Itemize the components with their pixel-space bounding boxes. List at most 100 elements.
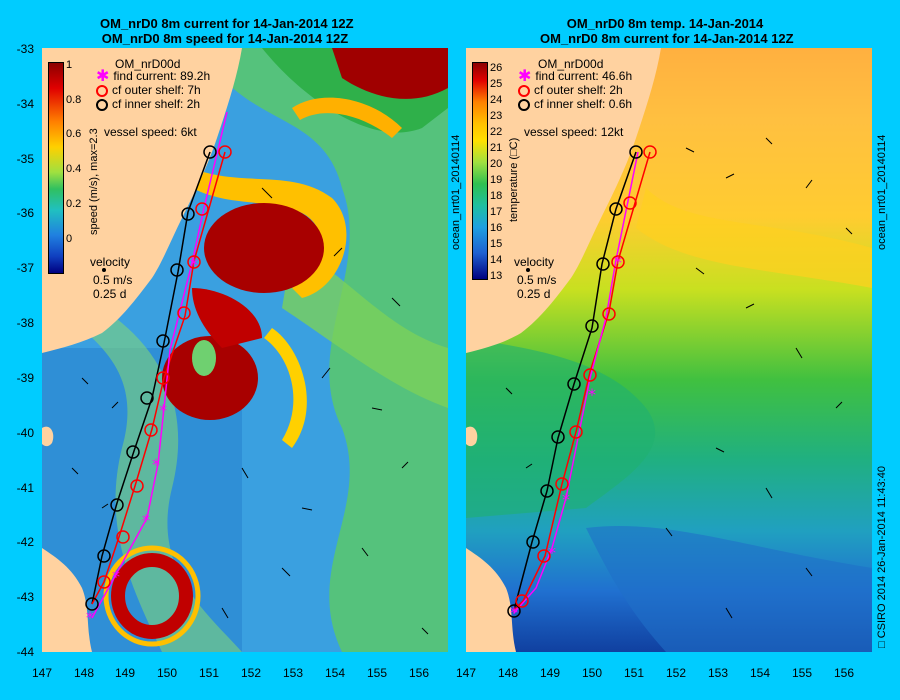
svg-text:*: * [159,401,167,420]
left-title-line1: OM_nrD0 8m current for 14-Jan-2014 12Z [100,16,354,31]
left-velocity-arrows [71,187,429,635]
y-tick-0: -33 [16,42,34,56]
right-cb-tick-2: 24 [490,94,503,106]
right-cb-tick-11: 15 [490,238,503,250]
x-tick-right-6: 153 [707,666,729,680]
left-outer-markers [97,145,232,589]
left-velocity-label: velocity [90,255,131,269]
left-ring-eddy [111,553,193,639]
left-land-mainland [42,48,242,353]
svg-text:*: * [152,455,160,474]
svg-text:*: * [510,603,518,622]
right-cb-tick-7: 19 [490,174,503,186]
left-eddy-1 [204,203,324,293]
x-tick-left-1: 148 [73,666,95,680]
x-tick-left-3: 150 [156,666,178,680]
left-velocity-scale: 0.5 m/s [93,273,133,287]
x-tick-right-4: 151 [623,666,645,680]
svg-text:*: * [614,253,622,272]
right-cb-tick-12: 14 [490,254,503,266]
y-tick-5: -38 [16,316,34,330]
right-cb-tick-9: 17 [490,206,503,218]
y-tick-4: -37 [16,261,34,275]
right-cb-tick-1: 25 [490,78,503,90]
left-cb-tick-5: 0 [66,233,73,245]
right-inner-markers [507,145,643,618]
right-cb-tick-8: 18 [490,190,503,202]
right-legend-outer: cf outer shelf: 2h [518,84,623,97]
right-velocity-label: velocity [514,255,555,269]
left-map-svg: * * * * * * [42,48,448,652]
side-label-right-top: ocean_nrt01_20140114 [876,134,888,250]
x-tick-right-9: 156 [833,666,855,680]
circle-icon [96,98,108,111]
right-velocity-time: 0.25 d [517,287,551,301]
left-cb-tick-0: 1 [66,59,73,71]
right-map-svg: * * * * * [466,48,872,652]
x-tick-right-1: 148 [497,666,519,680]
right-colorbar [472,62,488,280]
right-cb-tick-5: 21 [490,142,503,154]
circle-icon [518,84,530,97]
y-tick-8: -41 [16,481,34,495]
left-eddy-2 [162,336,258,420]
left-legend-inner: cf inner shelf: 2h [96,98,200,111]
x-tick-left-9: 156 [408,666,430,680]
y-tick-6: -39 [16,371,34,385]
x-tick-left-5: 152 [240,666,262,680]
right-outer-markers [515,145,657,608]
left-vessel-speed: vessel speed: 6kt [104,125,197,139]
y-tick-7: -40 [16,426,34,440]
y-tick-10: -43 [16,590,34,604]
x-tick-right-8: 155 [791,666,813,680]
svg-text:*: * [112,567,120,586]
left-cb-tick-2: 0.6 [66,128,82,140]
right-velocity-arrows [505,137,853,619]
x-tick-right-7: 154 [749,666,771,680]
x-tick-left-8: 155 [366,666,388,680]
right-land-mainland [466,48,661,353]
left-model-label: OM_nrD00d [115,57,181,71]
x-tick-left-2: 149 [114,666,136,680]
circle-icon [518,98,530,111]
right-land-tasmania [466,548,516,652]
left-map-panel: * * * * * * [42,48,448,652]
asterisk-icon: ✱ [96,68,110,86]
right-title-line2: OM_nrD0 8m current for 14-Jan-2014 12Z [540,31,794,46]
y-tick-11: -44 [16,645,34,659]
right-velocity-arrow-icon [526,268,530,272]
left-colorbar [48,62,64,274]
right-title: OM_nrD0 8m temp. 14-Jan-2014 OM_nrD0 8m … [540,16,794,46]
right-cb-tick-3: 23 [490,110,503,122]
left-current-band [202,48,448,652]
x-tick-left-4: 151 [198,666,220,680]
left-track-find [91,111,228,619]
circle-icon [96,84,108,97]
y-tick-9: -42 [16,535,34,549]
right-title-line1: OM_nrD0 8m temp. 14-Jan-2014 [566,16,764,31]
svg-text:*: * [190,255,198,274]
left-velocity-arrow-icon [102,268,106,272]
svg-text:*: * [588,385,596,404]
x-tick-left-0: 147 [31,666,53,680]
x-tick-left-7: 154 [324,666,346,680]
right-cb-tick-6: 20 [490,158,503,170]
right-velocity-scale: 0.5 m/s [517,273,557,287]
right-track-inner [513,151,637,611]
left-cb-tick-3: 0.4 [66,163,82,175]
left-title: OM_nrD0 8m current for 14-Jan-2014 12Z O… [100,16,354,46]
right-legend-inner: cf inner shelf: 0.6h [518,98,632,111]
left-legend-outer: cf outer shelf: 7h [96,84,201,97]
left-colorbar-label: speed (m/s), max=2.3 [88,128,100,235]
left-legend-find: ✱ find current: 89.2h [96,68,211,86]
left-cb-tick-4: 0.2 [66,198,82,210]
svg-text:*: * [86,608,94,627]
left-cb-tick-1: 0.8 [66,94,82,106]
y-tick-1: -34 [16,97,34,111]
left-track-outer [91,151,226,605]
y-tick-2: -35 [16,152,34,166]
svg-text:*: * [548,543,556,562]
left-velocity-time: 0.25 d [93,287,127,301]
right-cb-tick-0: 26 [490,62,503,74]
x-tick-right-0: 147 [455,666,477,680]
